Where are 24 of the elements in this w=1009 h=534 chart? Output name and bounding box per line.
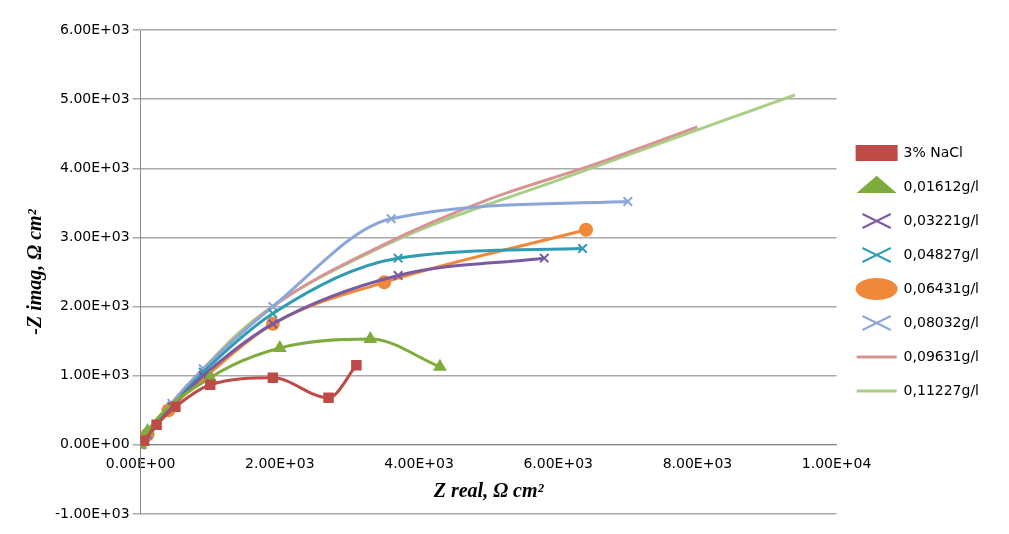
y-axis-title: -Z imag, Ω cm² [23,208,47,335]
y-tick-label: 6.00E+03 [60,20,130,37]
legend-label: 0,01612g/l [903,177,979,194]
x-tick-label: 6.00E+03 [523,454,593,471]
y-tick-label: 2.00E+03 [60,297,130,314]
x-axis-title: Z real, Ω cm² [432,478,545,501]
x-tick-label: 0.00E+00 [105,454,176,471]
x-tick-label: 8.00E+03 [662,454,733,471]
legend-label: 0,04827g/l [903,245,979,262]
y-tick-label: 3.00E+03 [60,228,130,245]
x-tick-label: 2.00E+03 [245,454,315,471]
legend-label: 3% NaCl [903,143,963,160]
legend-label: 0,11227g/l [903,381,979,398]
y-tick-label: 5.00E+03 [60,89,130,106]
legend-label: 0,08032g/l [903,313,979,330]
x-tick-label: 4.00E+03 [384,454,454,471]
y-tick-label: 1.00E+03 [60,366,130,383]
y-tick-label: 4.00E+03 [60,158,130,175]
y-tick-label: 0.00E+00 [60,435,130,452]
legend-label: 0,06431g/l [903,279,979,296]
x-tick-label: 1.00E+04 [801,454,872,471]
legend-label: 0,03221g/l [903,211,979,228]
y-tick-label: -1.00E+03 [54,504,130,521]
legend-label: 0,09631g/l [903,347,979,364]
